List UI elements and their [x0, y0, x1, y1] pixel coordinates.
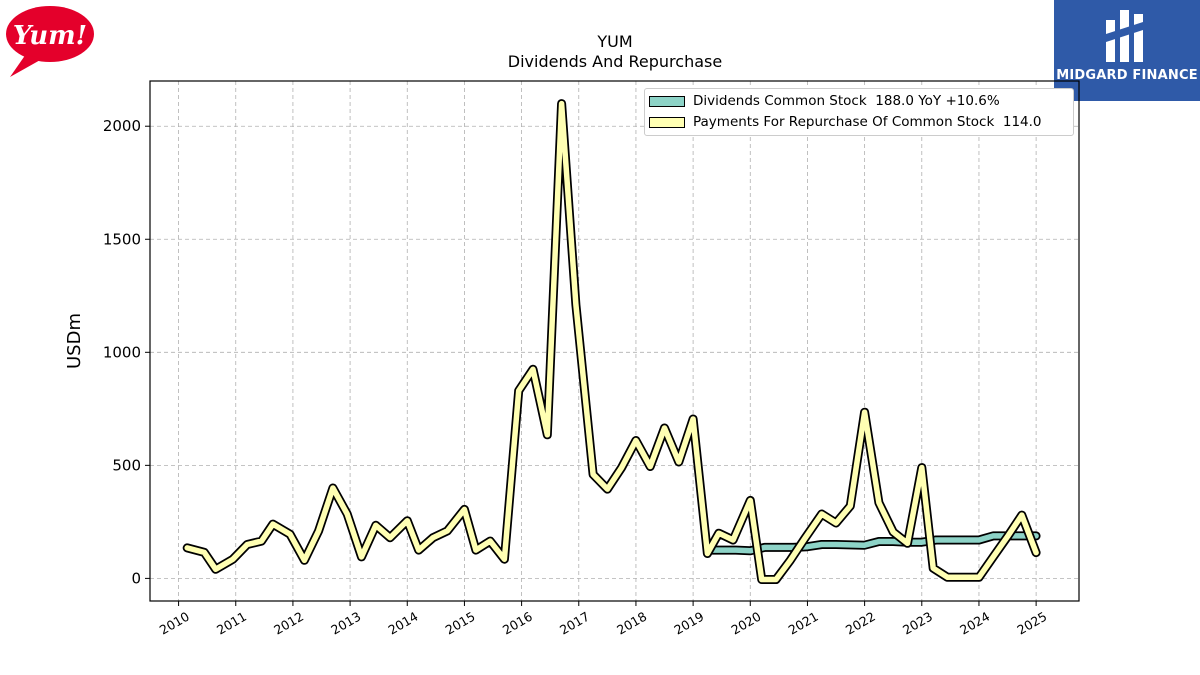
x-tick-label: 2011 [214, 609, 249, 638]
x-axis: 2010 2011 2012 2013 2014 2015 2016 2017 2018 2019… [157, 601, 1049, 638]
legend-yoy-dividends: YoY +10.6% [918, 93, 1000, 109]
x-tick-label: 2012 [271, 609, 306, 638]
legend-swatch-dividends [649, 95, 685, 107]
yum-logo-text: Yum! [13, 21, 87, 51]
legend-item-repurchase: Payments For Repurchase Of Common Stock … [649, 113, 1042, 131]
yum-logo: Yum! [4, 4, 96, 84]
x-tick-label: 2018 [614, 609, 649, 638]
y-tick-label: 2000 [103, 117, 141, 135]
x-tick-label: 2023 [900, 609, 935, 638]
chart-subtitle: Dividends And Repurchase [507, 52, 723, 71]
y-axis-label: USDm [64, 313, 85, 369]
series-lines [182, 99, 1041, 584]
x-tick-label: 2014 [385, 609, 420, 638]
series-line-1 [184, 100, 1039, 583]
series-line-0 [704, 533, 1039, 554]
x-tick-label: 2016 [500, 609, 535, 638]
x-tick-label: 2022 [843, 609, 878, 638]
x-tick-label: 2021 [786, 609, 821, 638]
chart-title: YUM [597, 32, 633, 51]
y-tick-label: 1000 [103, 343, 141, 361]
legend-value-dividends: 188.0 [875, 93, 914, 109]
midgard-logo-text: MIDGARD FINANCE [1056, 68, 1198, 83]
x-tick-label: 2013 [328, 609, 363, 638]
x-tick-label: 2010 [157, 609, 192, 638]
grid [150, 81, 1079, 601]
plot-frame [149, 80, 1080, 602]
legend-label-dividends: Dividends Common Stock [693, 93, 867, 109]
legend-swatch-repurchase [649, 116, 685, 128]
x-tick-label: 2025 [1014, 609, 1049, 638]
legend-value-repurchase: 114.0 [1002, 114, 1042, 130]
y-tick-label: 1500 [103, 230, 141, 248]
legend: Dividends Common Stock 188.0 YoY +10.6% … [644, 88, 1074, 136]
midgard-emblem-icon [1106, 10, 1143, 62]
x-tick-label: 2019 [671, 609, 706, 638]
series-outline-1 [182, 99, 1041, 584]
x-tick-label: 2024 [957, 609, 992, 638]
legend-label-repurchase: Payments For Repurchase Of Common Stock [693, 114, 995, 130]
y-axis: 0 500 1000 1500 2000 [103, 117, 150, 587]
midgard-finance-logo: MIDGARD FINANCE [1054, 0, 1200, 101]
x-tick-label: 2020 [729, 609, 764, 638]
x-tick-label: 2015 [443, 609, 478, 638]
y-tick-label: 500 [112, 456, 141, 474]
legend-item-dividends: Dividends Common Stock 188.0 YoY +10.6% [649, 92, 1000, 110]
y-tick-label: 0 [131, 569, 141, 587]
x-tick-label: 2017 [557, 609, 592, 638]
